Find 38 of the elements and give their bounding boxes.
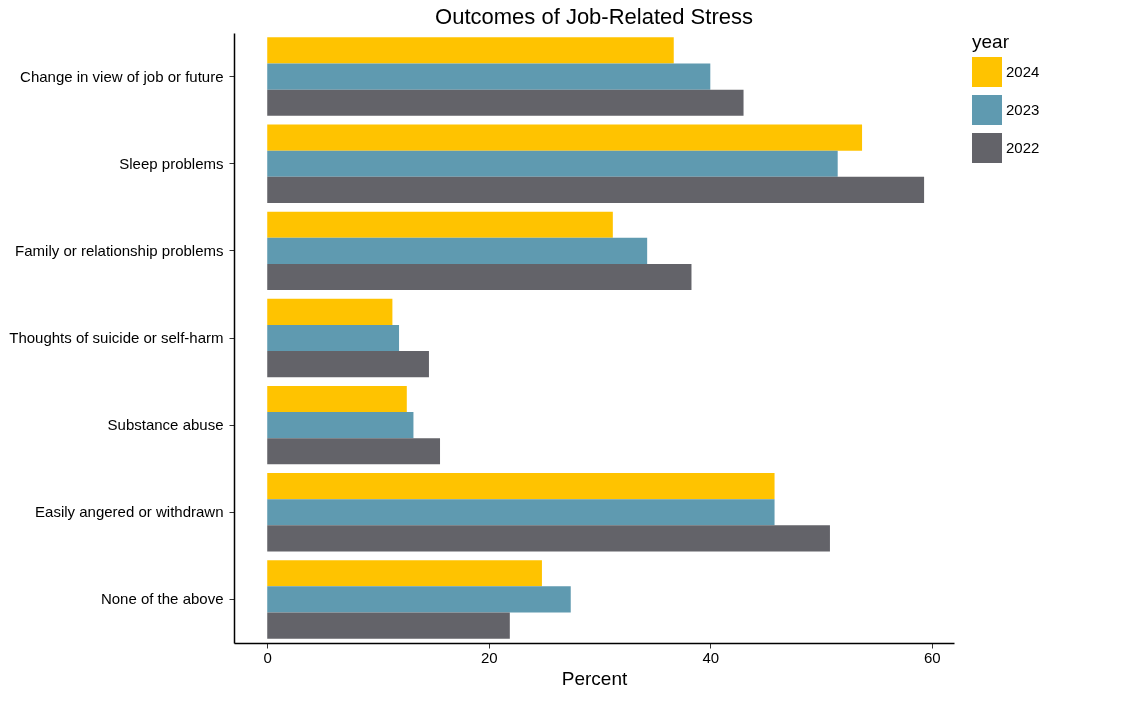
chart-title: Outcomes of Job-Related Stress <box>435 4 753 29</box>
bar <box>267 473 775 500</box>
bar <box>267 176 925 203</box>
y-tick-label: Change in view of job or future <box>20 67 224 85</box>
bar <box>267 263 692 291</box>
bar <box>267 150 838 177</box>
bar <box>267 438 441 465</box>
bar <box>267 211 613 238</box>
legend-label: 2024 <box>1006 63 1040 80</box>
bar <box>267 385 407 413</box>
bar <box>267 586 571 613</box>
y-tick-label: Sleep problems <box>119 154 224 172</box>
x-axis-title: Percent <box>561 667 628 689</box>
bar <box>267 124 863 151</box>
y-tick-label: Substance abuse <box>107 416 224 434</box>
y-tick-label: Easily angered or withdrawn <box>35 503 224 521</box>
legend-label: 2023 <box>1006 101 1040 118</box>
bar <box>267 612 510 639</box>
y-tick-label: Thoughts of suicide or self-harm <box>9 329 224 346</box>
bar <box>267 237 648 264</box>
legend-title: year <box>972 31 1010 52</box>
bar <box>267 89 744 116</box>
bar <box>267 63 711 90</box>
x-tick-label: 0 <box>263 648 272 666</box>
bar <box>267 499 775 526</box>
y-tick-label: None of the above <box>100 590 224 608</box>
bar <box>267 37 674 64</box>
bar <box>267 351 429 378</box>
bar <box>267 525 830 552</box>
y-tick-label: Family or relationship problems <box>15 241 224 259</box>
bar <box>267 412 414 439</box>
x-tick-label: 40 <box>702 648 720 666</box>
bar <box>267 560 542 587</box>
x-tick-label: 60 <box>924 648 941 666</box>
x-tick-label: 20 <box>480 648 498 666</box>
legend-label: 2022 <box>1006 139 1040 156</box>
bar <box>267 298 393 325</box>
bar <box>267 324 400 352</box>
